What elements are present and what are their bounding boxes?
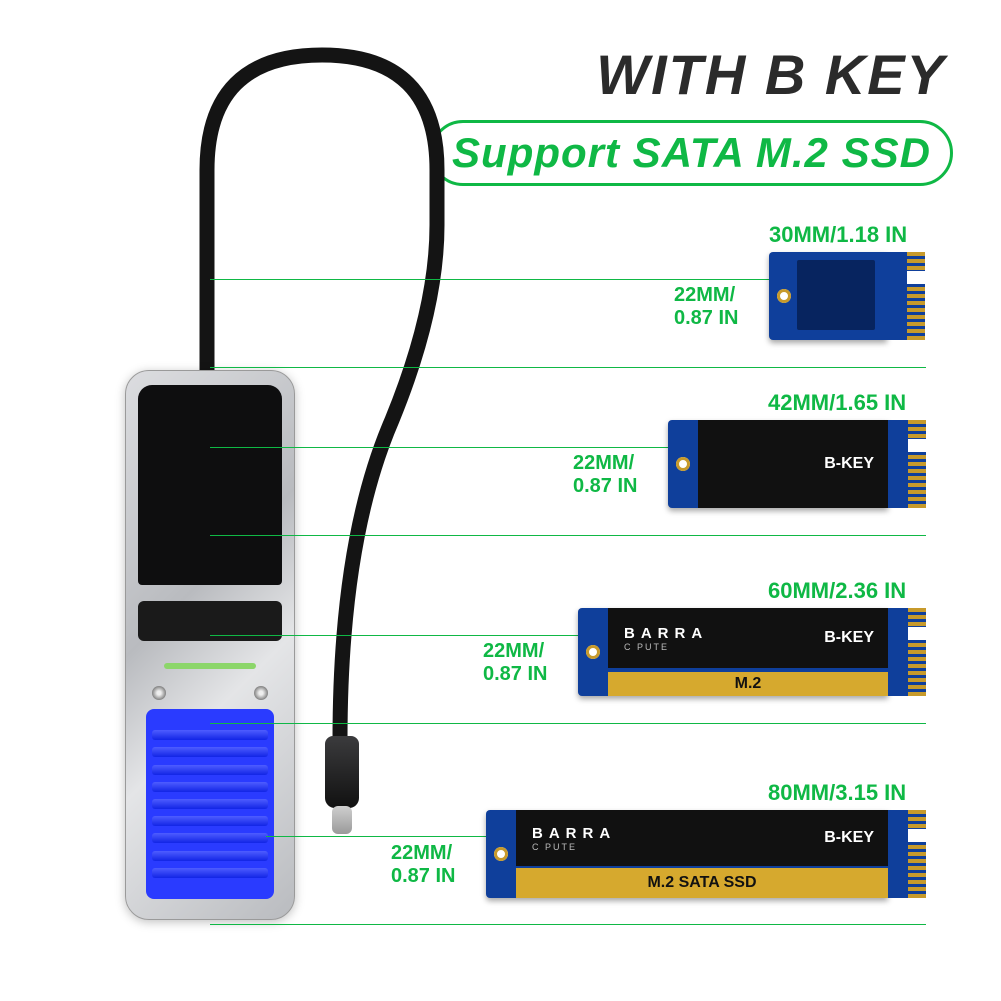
heatsink-fin: [152, 851, 268, 861]
enclosure-indicator: [164, 663, 256, 669]
b-key-connector-icon: [888, 810, 926, 898]
ssd-card-s42: 42MM/1.65 IN22MM/ 0.87 INB-KEY: [668, 390, 906, 508]
ssd-width-label: 22MM/ 0.87 IN: [674, 284, 738, 330]
ssd-width-label: 22MM/ 0.87 IN: [483, 640, 547, 686]
ssd-board: BARRAC PUTEB-KEYM.2 SATA SSD: [486, 810, 888, 898]
ssd-card-s30: 30MM/1.18 IN22MM/ 0.87 IN: [769, 222, 907, 340]
bkey-label: B-KEY: [824, 829, 874, 847]
ssd-card-s80: 80MM/3.15 IN22MM/ 0.87 INBARRAC PUTEB-KE…: [486, 780, 906, 898]
ssd-sticker: BARRAC PUTEB-KEY: [608, 608, 888, 668]
bkey-label: B-KEY: [824, 629, 874, 647]
dimension-line: [210, 279, 772, 280]
dimension-line: [210, 924, 926, 925]
ssd-width-label: 22MM/ 0.87 IN: [391, 842, 455, 888]
ssd-board: [769, 252, 887, 340]
brand-label: BARRA: [532, 825, 872, 842]
dimension-line: [210, 723, 926, 724]
ssd-length-label: 42MM/1.65 IN: [768, 390, 906, 416]
ssd-board: B-KEY: [668, 420, 888, 508]
heatsink-fin: [152, 868, 268, 878]
ssd-sticker: BARRAC PUTEB-KEY: [516, 810, 888, 866]
ssd-gold-strip: M.2: [608, 672, 888, 696]
b-key-connector-icon: [887, 252, 925, 340]
dimension-line: [210, 635, 580, 636]
heatsink-fin: [152, 816, 268, 826]
heatsink-fin: [152, 765, 268, 775]
ssd-gold-strip: M.2 SATA SSD: [516, 868, 888, 898]
ssd-width-label: 22MM/ 0.87 IN: [573, 452, 637, 498]
brand-sub-label: C PUTE: [532, 842, 872, 852]
enclosure-controller-pcb: [138, 385, 282, 585]
heatsink-fin: [152, 730, 268, 740]
screw-icon: [152, 686, 166, 700]
heatsink-fin: [152, 833, 268, 843]
heatsink-fin: [152, 799, 268, 809]
ssd-length-label: 80MM/3.15 IN: [768, 780, 906, 806]
ssd-length-label: 60MM/2.36 IN: [768, 578, 906, 604]
chip-icon: [797, 260, 875, 330]
b-key-connector-icon: [888, 420, 926, 508]
ssd-card-s60: 60MM/2.36 IN22MM/ 0.87 INBARRAC PUTEB-KE…: [578, 578, 906, 696]
subtitle-badge: Support SATA M.2 SSD: [430, 120, 953, 186]
dimension-line: [210, 535, 926, 536]
dimension-line: [210, 447, 670, 448]
usb-c-connector: [325, 736, 359, 808]
heatsink-fin: [152, 747, 268, 757]
heatsink-fin: [152, 782, 268, 792]
mount-hole-icon: [586, 645, 600, 659]
bkey-label: B-KEY: [824, 455, 874, 473]
ssd-length-label: 30MM/1.18 IN: [769, 222, 907, 248]
dimension-line: [210, 367, 926, 368]
mount-hole-icon: [494, 847, 508, 861]
ssd-board: BARRAC PUTEB-KEY M.2: [578, 608, 888, 696]
dimension-line: [266, 836, 488, 837]
heatsink: [146, 709, 274, 899]
page-title: WITH B KEY: [596, 42, 946, 107]
b-key-connector-icon: [888, 608, 926, 696]
mount-hole-icon: [777, 289, 791, 303]
screw-icon: [254, 686, 268, 700]
ssd-sticker: B-KEY: [698, 420, 888, 508]
ssd-enclosure: [125, 370, 295, 920]
mount-hole-icon: [676, 457, 690, 471]
